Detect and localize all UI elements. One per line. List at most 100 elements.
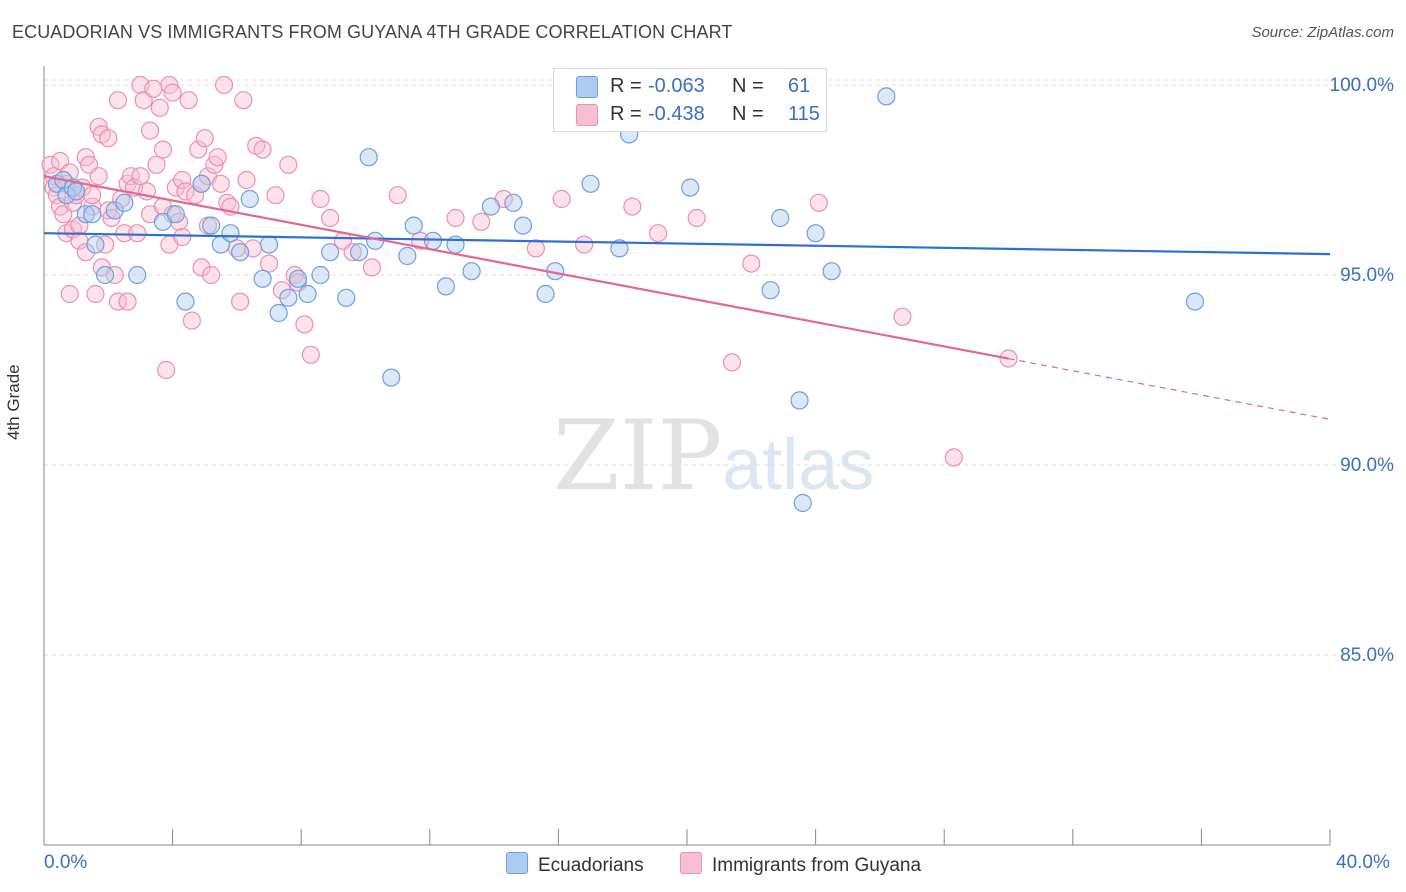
point-guyana bbox=[237, 170, 256, 190]
legend-swatch-blue bbox=[576, 76, 598, 98]
point-ecuadorians bbox=[192, 174, 211, 193]
point-ecuadorians bbox=[86, 235, 105, 254]
point-guyana bbox=[60, 284, 79, 304]
point-ecuadorians bbox=[67, 182, 86, 201]
point-ecuadorians bbox=[681, 178, 700, 197]
point-guyana bbox=[89, 167, 108, 186]
point-guyana bbox=[234, 91, 253, 110]
legend-n-label: N = bbox=[732, 75, 764, 97]
point-guyana bbox=[140, 121, 160, 140]
y-tick-label: 100.0% bbox=[1329, 75, 1394, 96]
y-tick-label: 90.0% bbox=[1340, 455, 1394, 476]
point-guyana bbox=[362, 258, 382, 277]
y-tick-label: 85.0% bbox=[1340, 645, 1394, 666]
legend-n-value: 61 bbox=[788, 75, 811, 97]
point-guyana bbox=[118, 292, 137, 311]
x-tick-label-max: 40.0% bbox=[1336, 852, 1390, 873]
legend-swatch-blue bbox=[506, 852, 528, 874]
point-guyana bbox=[153, 140, 173, 159]
point-ecuadorians bbox=[481, 197, 500, 216]
point-guyana bbox=[272, 281, 292, 300]
point-guyana bbox=[95, 235, 115, 254]
point-ecuadorians bbox=[462, 262, 481, 281]
point-ecuadorians bbox=[822, 262, 841, 281]
point-ecuadorians bbox=[423, 231, 443, 250]
point-guyana bbox=[115, 224, 134, 243]
point-guyana bbox=[192, 258, 211, 277]
y-tick-label: 95.0% bbox=[1340, 265, 1394, 286]
bottom-legend-ecuadorians[interactable]: Ecuadorians bbox=[506, 852, 644, 877]
point-ecuadorians bbox=[513, 216, 533, 235]
point-guyana bbox=[526, 239, 545, 258]
point-guyana bbox=[301, 345, 320, 364]
legend-r-value: -0.063 bbox=[648, 75, 705, 97]
point-ecuadorians bbox=[298, 284, 317, 304]
point-guyana bbox=[182, 311, 201, 330]
bottom-legend-guyana[interactable]: Immigrants from Guyana bbox=[680, 852, 921, 877]
x-tick-label-min: 0.0% bbox=[44, 852, 88, 873]
legend-r-label: R = bbox=[610, 103, 642, 125]
point-ecuadorians bbox=[269, 303, 288, 323]
point-ecuadorians bbox=[105, 201, 124, 220]
chart-title: ECUADORIAN VS IMMIGRANTS FROM GUYANA 4TH… bbox=[12, 22, 733, 42]
point-guyana bbox=[253, 140, 272, 159]
point-guyana bbox=[128, 224, 147, 243]
point-guyana bbox=[83, 186, 102, 205]
legend-n-value: 115 bbox=[788, 103, 820, 125]
point-guyana bbox=[173, 170, 192, 190]
point-ecuadorians bbox=[57, 186, 76, 205]
point-guyana bbox=[321, 208, 340, 228]
point-ecuadorians bbox=[349, 243, 369, 262]
legend-label-ecuadorians: Ecuadorians bbox=[538, 855, 644, 876]
point-guyana bbox=[189, 140, 208, 159]
point-guyana bbox=[121, 167, 140, 186]
point-guyana bbox=[648, 224, 668, 243]
point-ecuadorians bbox=[95, 265, 115, 285]
point-guyana bbox=[108, 91, 128, 110]
point-guyana bbox=[99, 129, 118, 148]
point-guyana bbox=[388, 186, 407, 205]
series-ecuadorians bbox=[47, 75, 1205, 513]
point-guyana bbox=[259, 254, 279, 273]
point-ecuadorians bbox=[877, 87, 896, 106]
point-ecuadorians bbox=[240, 189, 259, 209]
point-guyana bbox=[472, 212, 491, 231]
point-ecuadorians bbox=[446, 235, 465, 254]
point-ecuadorians bbox=[76, 205, 95, 224]
point-guyana bbox=[893, 307, 912, 326]
trend-line-guyana bbox=[43, 175, 1009, 360]
point-ecuadorians bbox=[359, 148, 378, 167]
point-guyana bbox=[208, 148, 227, 167]
point-guyana bbox=[179, 91, 198, 110]
point-ecuadorians bbox=[806, 224, 825, 243]
point-ecuadorians bbox=[581, 174, 600, 193]
point-ecuadorians bbox=[321, 243, 340, 262]
point-guyana bbox=[76, 243, 95, 262]
legend-r-value: -0.438 bbox=[648, 103, 705, 125]
point-guyana bbox=[211, 174, 230, 193]
legend-label-guyana: Immigrants from Guyana bbox=[712, 855, 922, 876]
point-guyana bbox=[446, 208, 465, 228]
point-guyana bbox=[742, 254, 761, 273]
point-guyana bbox=[231, 292, 250, 311]
point-ecuadorians bbox=[404, 216, 423, 235]
point-guyana bbox=[944, 448, 963, 467]
trend-line-guyana-extension bbox=[1008, 358, 1331, 420]
point-guyana bbox=[687, 208, 706, 228]
point-ecuadorians bbox=[436, 277, 455, 296]
point-guyana bbox=[176, 182, 195, 201]
watermark-zip: ZIP bbox=[553, 400, 723, 512]
point-ecuadorians bbox=[382, 368, 401, 387]
grid-lines bbox=[44, 79, 1394, 656]
point-ecuadorians bbox=[115, 193, 134, 212]
point-guyana bbox=[722, 353, 742, 372]
point-ecuadorians bbox=[288, 269, 308, 288]
point-ecuadorians bbox=[793, 493, 812, 513]
point-ecuadorians bbox=[83, 205, 102, 224]
point-ecuadorians bbox=[259, 235, 279, 254]
point-guyana bbox=[150, 98, 169, 117]
legend-swatch-pink bbox=[680, 852, 702, 874]
point-guyana bbox=[86, 284, 105, 304]
point-guyana bbox=[166, 178, 185, 197]
